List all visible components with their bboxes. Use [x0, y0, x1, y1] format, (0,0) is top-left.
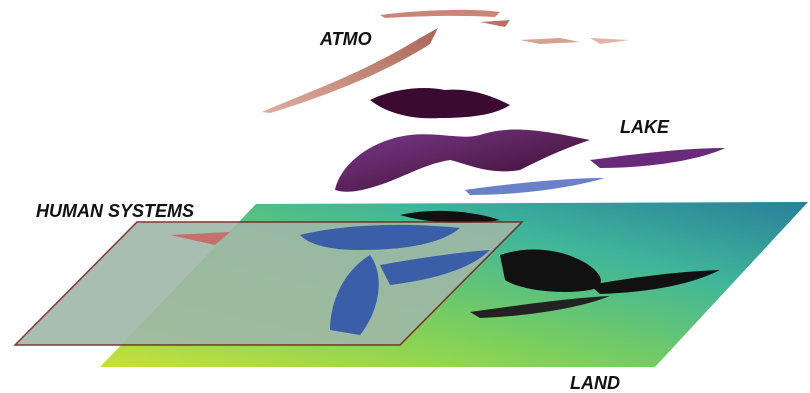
- land-label: LAND: [570, 373, 620, 393]
- layers-diagram: ATMO LAKE HUMAN SYSTEMS LAND: [0, 0, 810, 393]
- atmo-label: ATMO: [319, 29, 372, 49]
- lake-label: LAKE: [620, 117, 670, 137]
- human-systems-label: HUMAN SYSTEMS: [36, 201, 194, 221]
- lake-layer: [335, 88, 725, 195]
